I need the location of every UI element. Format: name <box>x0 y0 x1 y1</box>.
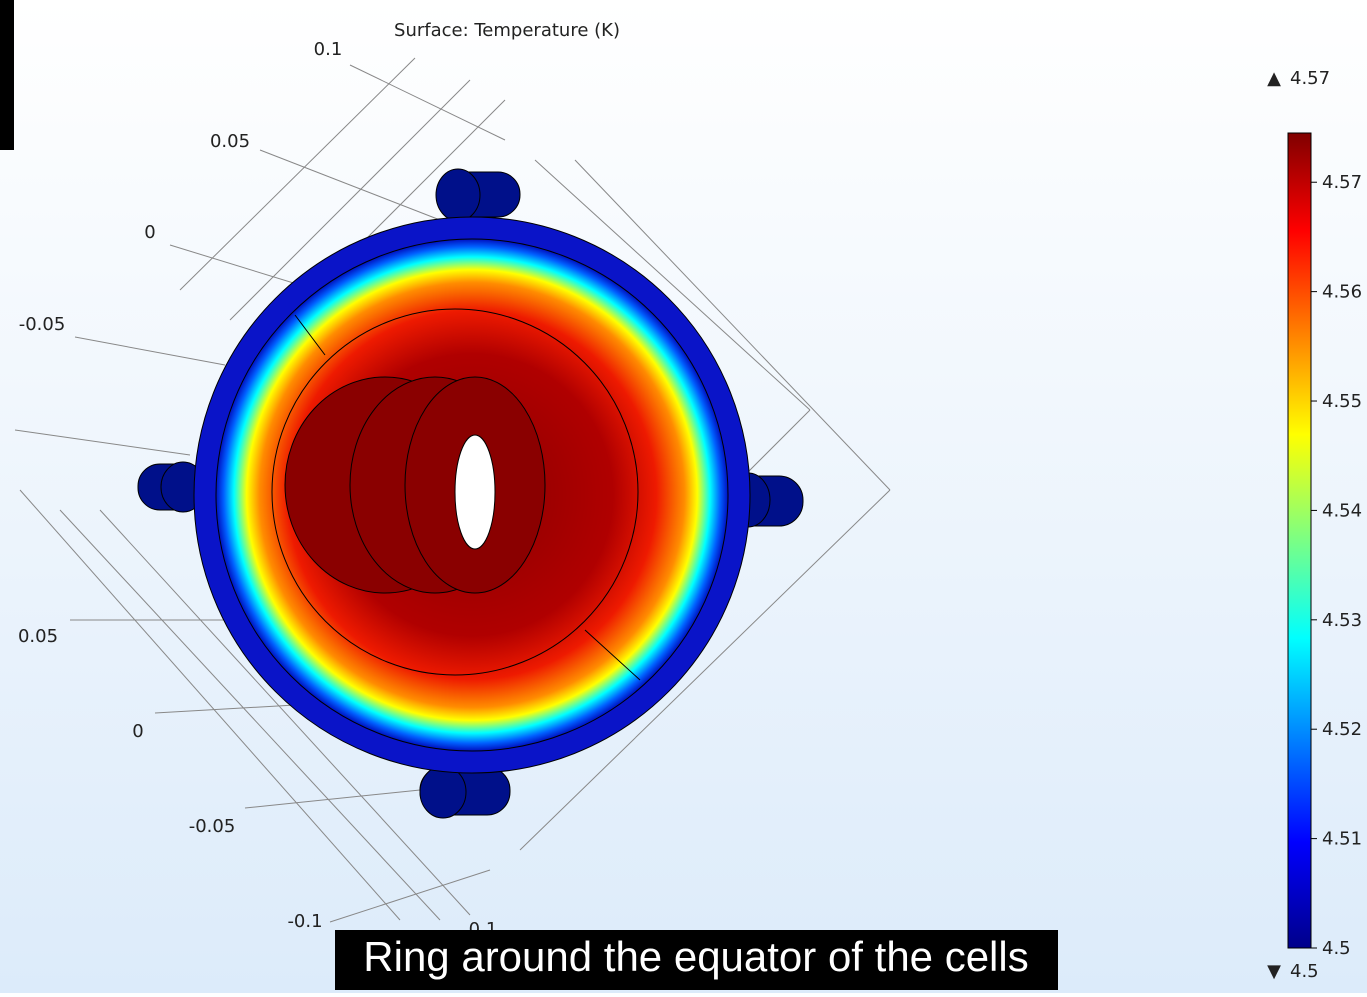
colorbar-tick-label: 4.56 <box>1322 282 1362 303</box>
axis-label: 0 <box>132 721 143 742</box>
axis-label: -0.05 <box>189 816 236 837</box>
min-icon: ▼ <box>1267 961 1281 982</box>
axis-label: -0.05 <box>19 314 66 335</box>
axis-label: 0.05 <box>18 626 58 647</box>
axis-label: 0 <box>144 222 155 243</box>
colorbar-tick-label: 4.54 <box>1322 500 1362 521</box>
axis-label: 0.05 <box>210 131 250 152</box>
colorbar <box>1288 133 1311 948</box>
cylinder <box>285 377 545 593</box>
colorbar-tick-label: 4.55 <box>1322 391 1362 412</box>
colorbar-tick-label: 4.52 <box>1322 719 1362 740</box>
page: Surface: Temperature (K) 0.1 0.05 0 -0.05 0.… <box>0 0 1367 993</box>
caption: Ring around the equator of the cells <box>363 933 1028 980</box>
axis-label: -0.1 <box>287 911 322 932</box>
max-icon: ▲ <box>1267 68 1281 89</box>
min-label: 4.5 <box>1290 961 1319 982</box>
side-panel <box>0 0 14 150</box>
colorbar-tick-label: 4.57 <box>1322 172 1362 193</box>
colorbar-tick-label: 4.5 <box>1322 938 1351 959</box>
max-label: 4.57 <box>1290 68 1330 89</box>
axis-label: 0.1 <box>314 39 343 60</box>
plot-title: Surface: Temperature (K) <box>394 20 620 41</box>
colorbar-tick-label: 4.51 <box>1322 829 1362 850</box>
colorbar-tick-label: 4.53 <box>1322 610 1362 631</box>
plot-window: Surface: Temperature (K) 0.1 0.05 0 -0.05 0.… <box>0 0 1367 993</box>
